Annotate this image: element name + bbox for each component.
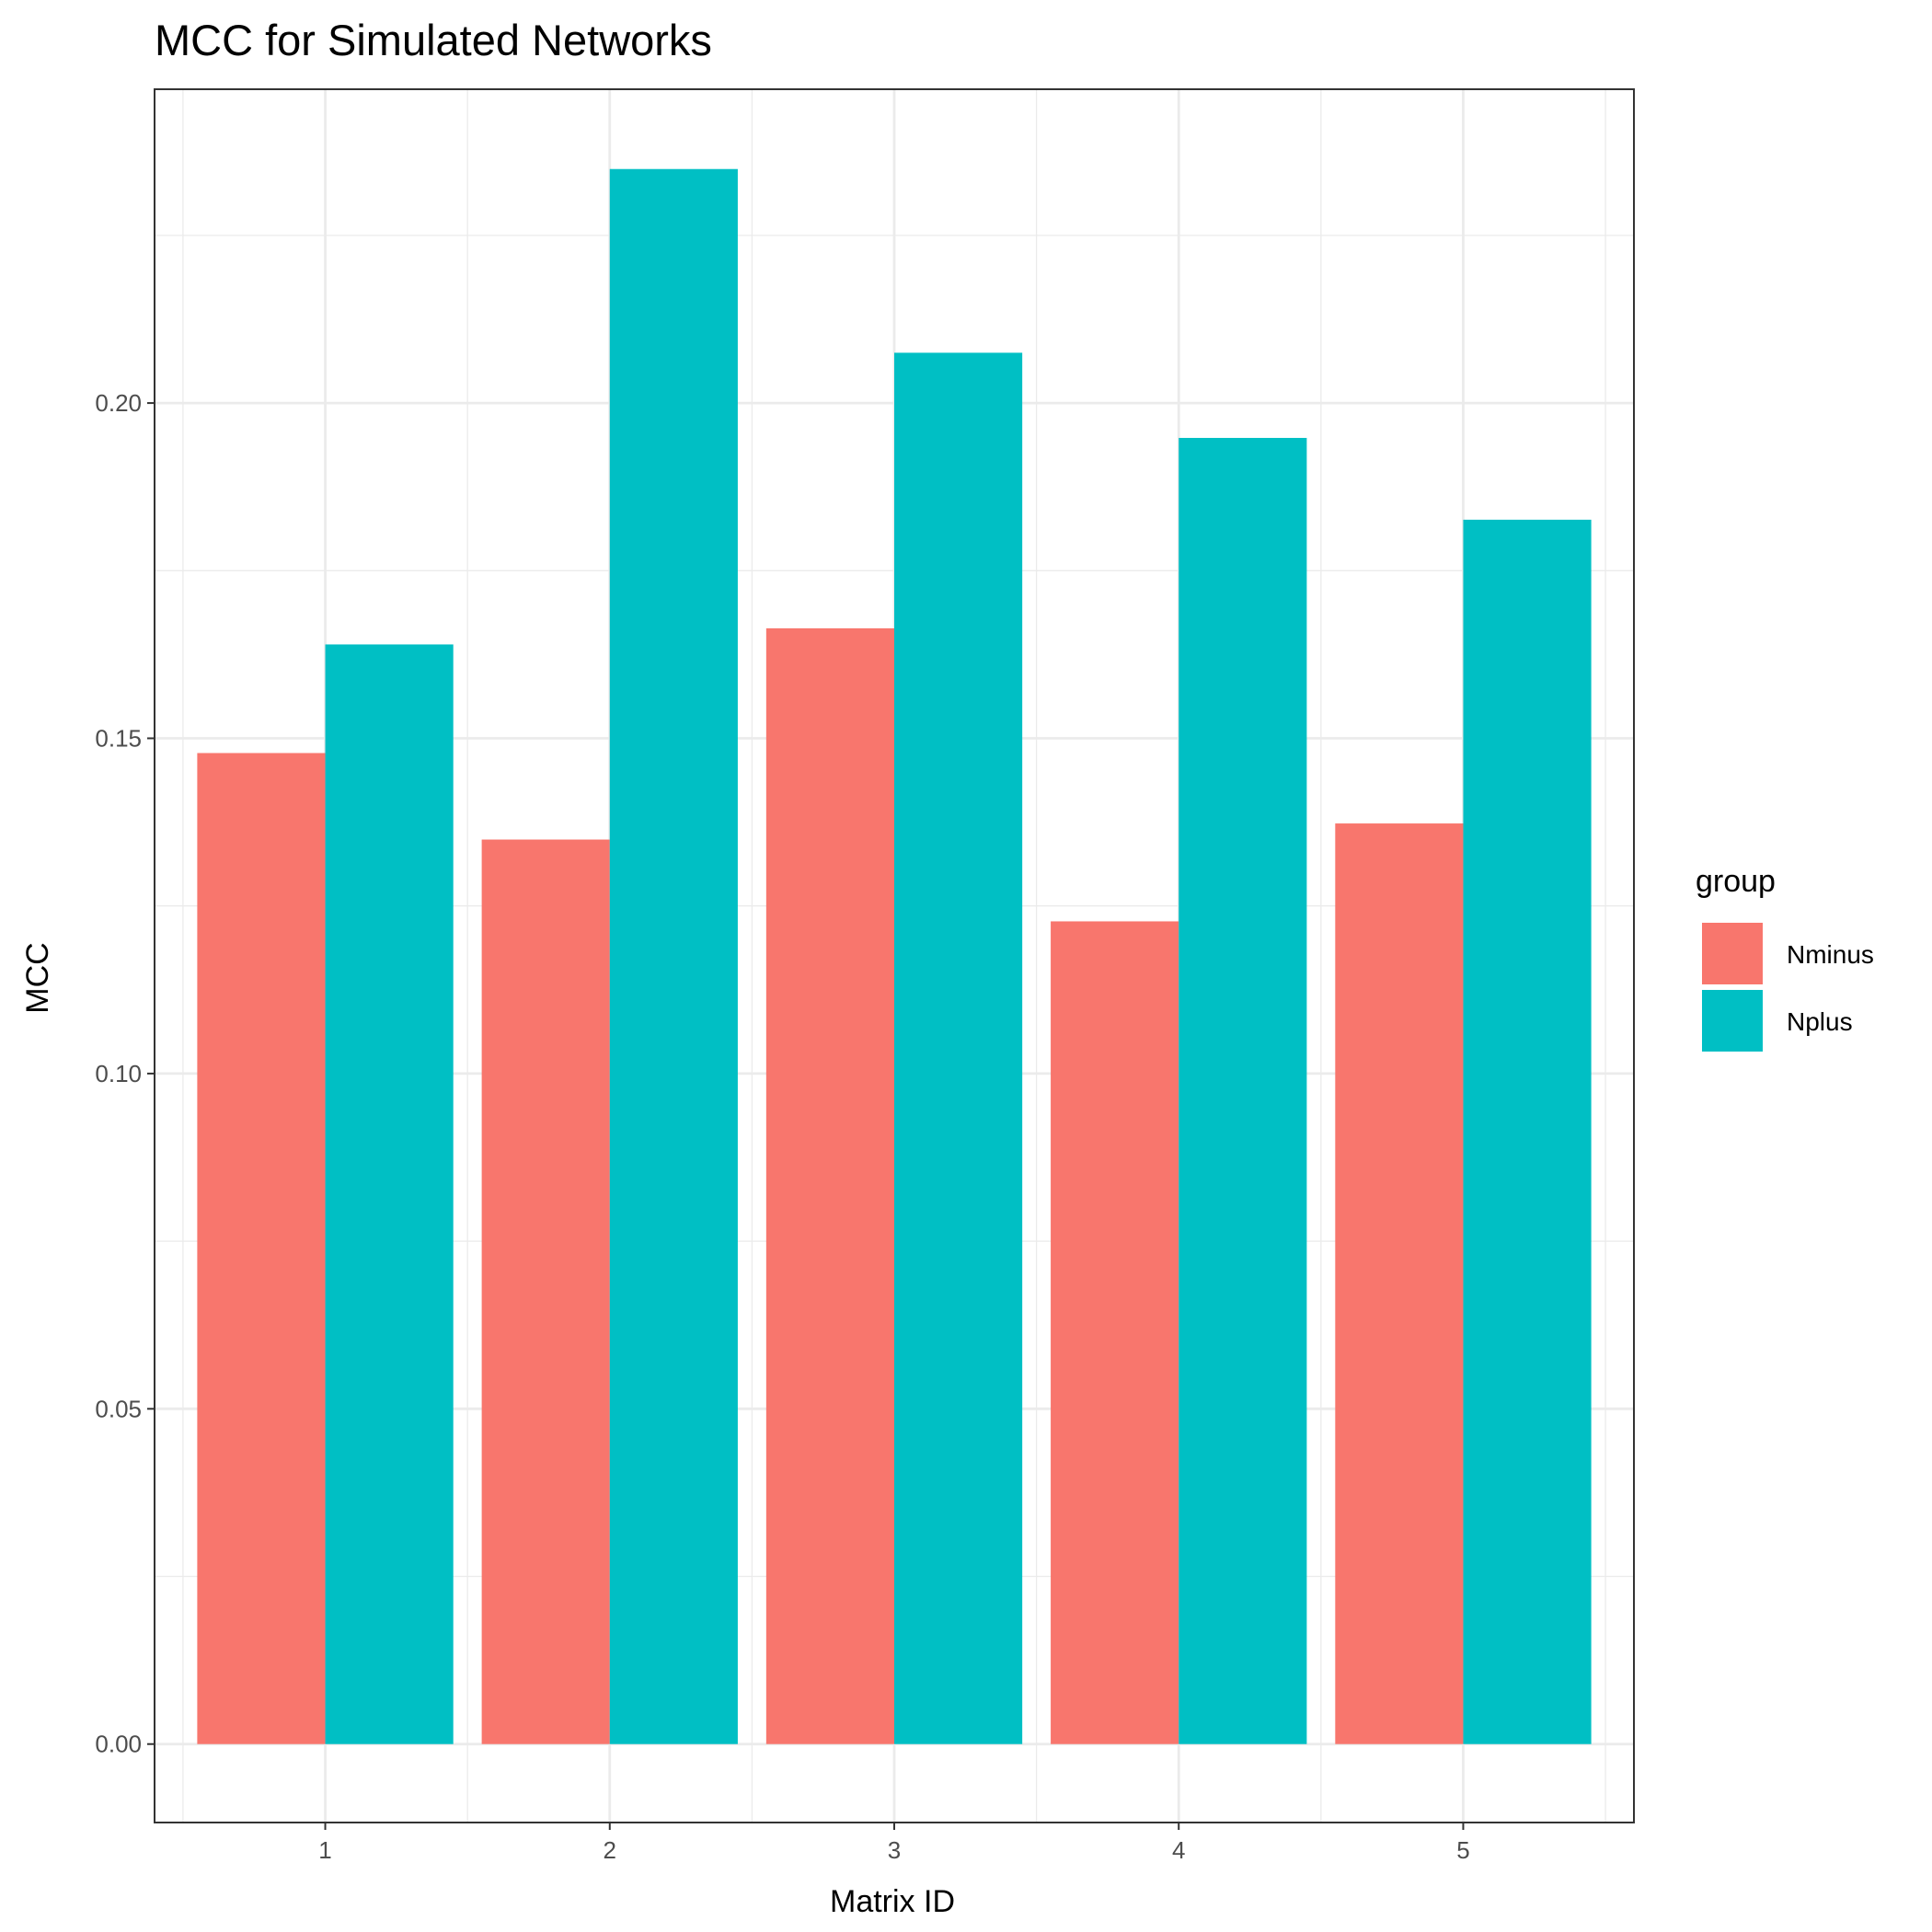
y-tick-label: 0.10 <box>95 1060 142 1087</box>
y-tick-label: 0.15 <box>95 724 142 752</box>
y-tick-label: 0.00 <box>95 1731 142 1758</box>
x-tick-label: 2 <box>604 1836 616 1864</box>
bar-nplus-4 <box>1179 437 1307 1744</box>
legend-title: group <box>1696 864 1776 899</box>
bar-nminus-4 <box>1051 921 1179 1744</box>
x-axis: 1 2 3 4 5 <box>318 1823 1470 1864</box>
x-tick-label: 3 <box>888 1836 901 1864</box>
bars <box>197 168 1592 1744</box>
bar-nplus-1 <box>325 644 454 1744</box>
x-tick-label: 4 <box>1172 1836 1185 1864</box>
legend-key-nplus <box>1702 990 1763 1052</box>
bar-nplus-5 <box>1463 519 1592 1744</box>
x-axis-title: Matrix ID <box>830 1884 955 1919</box>
bar-nminus-2 <box>481 839 610 1744</box>
x-tick-label: 5 <box>1456 1836 1469 1864</box>
y-tick-label: 0.05 <box>95 1395 142 1422</box>
bar-nminus-1 <box>197 753 326 1744</box>
legend-key-nminus <box>1702 923 1763 984</box>
legend-label-nplus: Nplus <box>1787 1007 1853 1036</box>
bar-nminus-5 <box>1335 823 1464 1744</box>
bar-nminus-3 <box>765 627 894 1744</box>
y-axis: 0.00 0.05 0.10 0.15 0.20 <box>95 389 155 1758</box>
y-axis-title: MCC <box>20 942 55 1013</box>
legend: group Nminus Nplus <box>1696 864 1874 1052</box>
y-tick-label: 0.20 <box>95 389 142 417</box>
bar-nplus-2 <box>609 168 738 1744</box>
chart-title: MCC for Simulated Networks <box>155 16 712 64</box>
bar-nplus-3 <box>894 352 1023 1744</box>
legend-label-nminus: Nminus <box>1787 940 1874 969</box>
x-tick-label: 1 <box>318 1836 331 1864</box>
